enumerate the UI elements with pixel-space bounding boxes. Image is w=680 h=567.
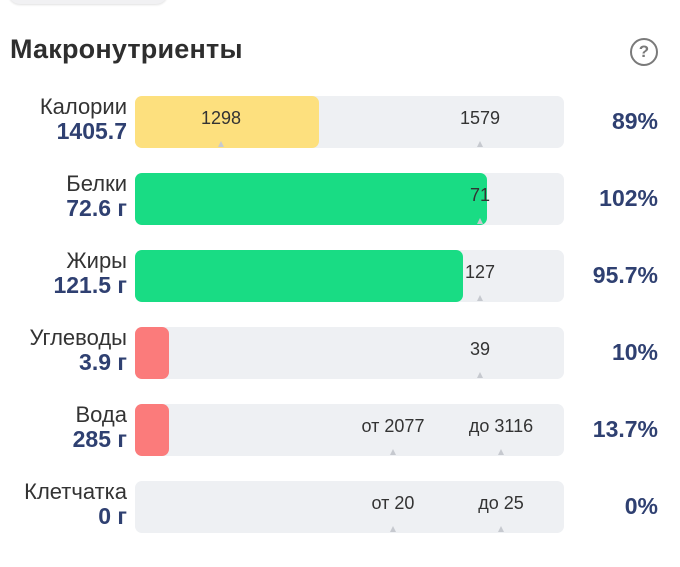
nutrient-value: 285 г — [72, 426, 127, 452]
target-tick-icon — [498, 526, 504, 532]
nutrient-value: 0 г — [98, 503, 127, 529]
progress-fill — [135, 250, 463, 302]
progress-track: от 2077 до 3116 — [135, 404, 564, 456]
nutrient-name: Жиры — [66, 248, 127, 273]
nutrient-label: Калории 1405.7 — [40, 94, 127, 144]
nutrient-label: Белки 72.6 г — [66, 171, 127, 221]
nutrient-row[interactable]: Вода 285 г от 2077 до 3116 13.7% — [0, 402, 680, 456]
percent-value: 102% — [599, 185, 658, 211]
nutrient-name: Углеводы — [29, 325, 127, 350]
target-label: от 20 — [371, 493, 415, 513]
nutrient-row[interactable]: Калории 1405.7 1298 1579 89% — [0, 94, 680, 148]
progress-track: 39 — [135, 327, 564, 379]
nutrient-row[interactable]: Белки 72.6 г 71 102% — [0, 171, 680, 225]
top-tab[interactable] — [8, 0, 168, 4]
nutrient-value: 121.5 г — [53, 272, 127, 298]
progress-fill — [135, 327, 169, 379]
target-label: 71 — [469, 185, 491, 205]
target-tick-icon — [477, 141, 483, 147]
nutrient-name: Клетчатка — [24, 479, 127, 504]
target-label: до 3116 — [468, 416, 534, 436]
progress-fill — [135, 96, 319, 148]
percent-value: 13.7% — [592, 416, 658, 442]
nutrient-row[interactable]: Жиры 121.5 г 127 95.7% — [0, 248, 680, 302]
target-label: 39 — [469, 339, 491, 359]
percent-value: 0% — [624, 493, 658, 519]
nutrient-label: Вода 285 г — [73, 402, 127, 452]
target-tick-icon — [218, 141, 224, 147]
nutrient-label: Клетчатка 0 г — [24, 479, 127, 529]
page-title: Макронутриенты — [10, 34, 243, 64]
target-tick-icon — [477, 218, 483, 224]
progress-track: 1298 1579 — [135, 96, 564, 148]
nutrient-value: 72.6 г — [66, 195, 127, 221]
target-label: 1298 — [200, 108, 242, 128]
nutrient-name: Калории — [39, 94, 127, 119]
progress-track: 71 — [135, 173, 564, 225]
percent-value: 89% — [611, 108, 658, 134]
progress-fill — [135, 173, 487, 225]
progress-track: 127 — [135, 250, 564, 302]
target-tick-icon — [390, 449, 396, 455]
nutrient-row[interactable]: Углеводы 3.9 г 39 10% — [0, 325, 680, 379]
percent-value: 10% — [611, 339, 658, 365]
nutrient-label: Жиры 121.5 г — [53, 248, 127, 298]
target-tick-icon — [498, 449, 504, 455]
nutrient-name: Вода — [75, 402, 128, 427]
nutrient-value: 1405.7 — [56, 118, 127, 144]
percent-value: 95.7% — [592, 262, 658, 288]
target-tick-icon — [477, 295, 483, 301]
progress-fill — [135, 404, 169, 456]
progress-track: от 20 до 25 — [135, 481, 564, 533]
nutrient-row[interactable]: Клетчатка 0 г от 20 до 25 0% — [0, 479, 680, 533]
target-label: до 25 — [478, 493, 524, 513]
help-icon[interactable]: ? — [630, 38, 658, 66]
nutrient-value: 3.9 г — [79, 349, 127, 375]
target-label: 1579 — [459, 108, 501, 128]
target-label: от 2077 — [361, 416, 425, 436]
nutrient-name: Белки — [66, 171, 127, 196]
target-tick-icon — [390, 526, 396, 532]
nutrient-label: Углеводы 3.9 г — [30, 325, 127, 375]
target-label: 127 — [464, 262, 496, 282]
target-tick-icon — [477, 372, 483, 378]
